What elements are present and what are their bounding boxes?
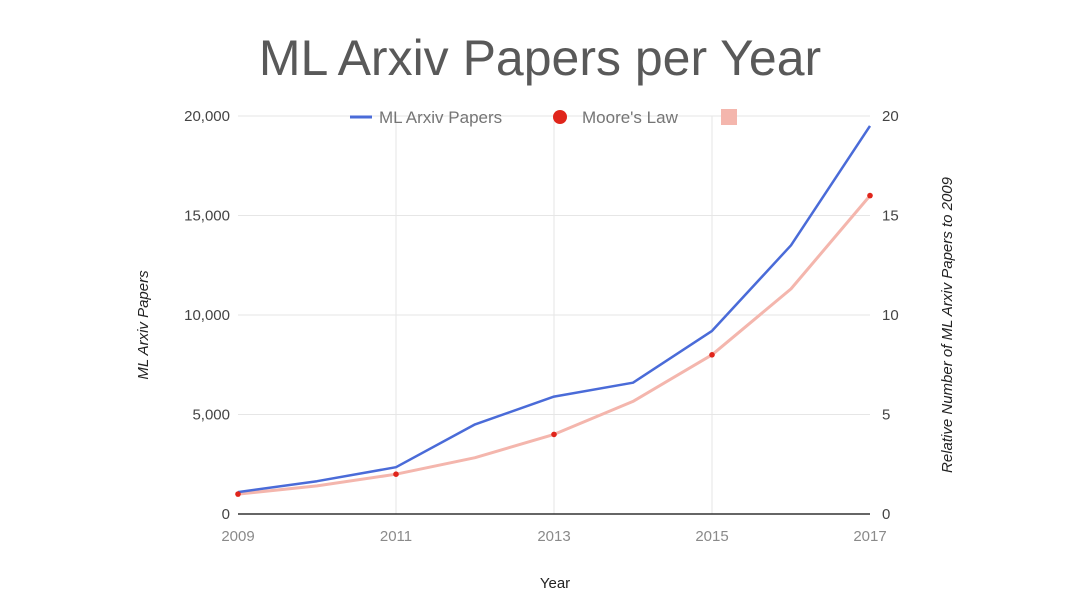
x-axis: 2009 2011 2013 2015 2017: [221, 513, 887, 545]
grid: [238, 115, 870, 514]
x-tick-label: 2011: [380, 528, 412, 545]
y-axis-label: ML Arxiv Papers: [135, 270, 152, 380]
legend-label-papers: ML Arxiv Papers: [379, 108, 502, 127]
x-tick-label: 2015: [695, 528, 728, 545]
legend: ML Arxiv Papers Moore's Law: [350, 108, 737, 127]
chart-title: ML Arxiv Papers per Year: [259, 30, 821, 86]
y-tick-label: 0: [222, 506, 230, 523]
y2-tick-label: 10: [882, 307, 899, 324]
y-axis-right: 0 5 10 15 20: [882, 108, 899, 523]
legend-swatch-trend: [721, 109, 737, 125]
y-tick-label: 20,000: [184, 108, 230, 125]
x-tick-label: 2013: [537, 528, 570, 545]
papers-line: [237, 125, 872, 494]
y2-tick-label: 0: [882, 506, 890, 523]
y-tick-label: 10,000: [184, 307, 230, 324]
y-tick-label: 15,000: [184, 208, 230, 225]
y2-tick-label: 20: [882, 108, 899, 125]
moores-law-point: [235, 491, 241, 497]
y-tick-label: 5,000: [192, 407, 230, 424]
moores-law-series: [235, 192, 873, 497]
y-axis-left: 0 5,000 10,000 15,000 20,000: [184, 108, 230, 523]
x-axis-label: Year: [540, 575, 570, 592]
moores-law-point: [867, 192, 873, 199]
y2-tick-label: 15: [882, 208, 899, 225]
papers-series: [237, 125, 872, 494]
y2-axis-label: Relative Number of ML Arxiv Papers to 20…: [939, 176, 956, 473]
moores-law-point: [551, 431, 557, 438]
legend-label-moores-law: Moore's Law: [582, 108, 679, 127]
x-tick-label: 2009: [221, 528, 254, 545]
legend-swatch-moores-law: [553, 110, 567, 124]
moores-law-point: [393, 471, 399, 478]
x-tick-label: 2017: [853, 528, 886, 545]
y2-tick-label: 5: [882, 407, 890, 424]
moores-law-point: [709, 352, 715, 358]
